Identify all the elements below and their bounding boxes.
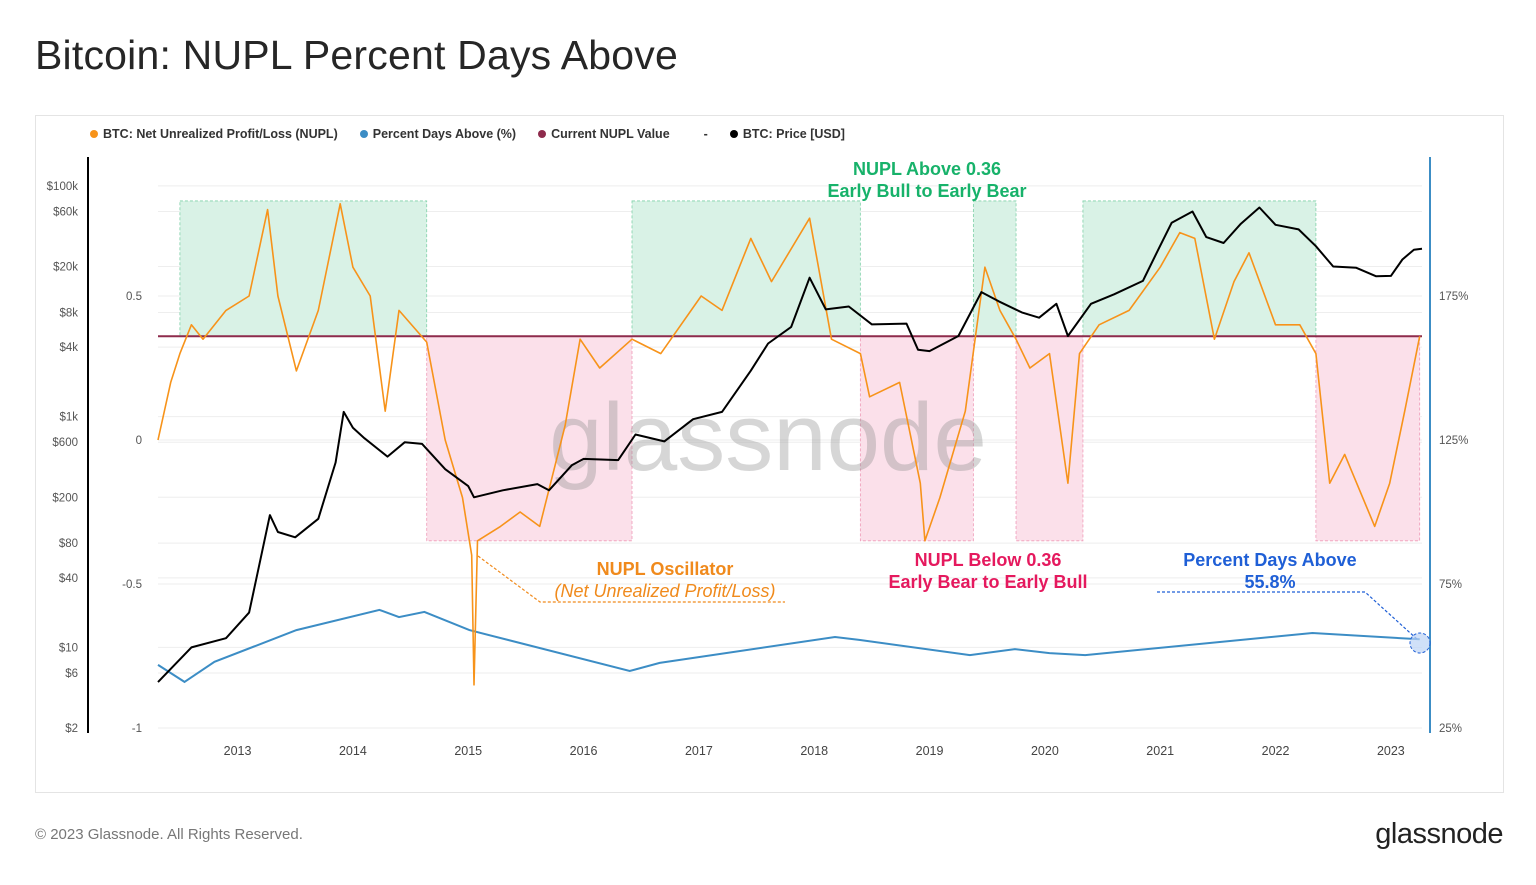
price-tick-label: $8k: [59, 307, 78, 319]
price-tick-label: $200: [52, 492, 78, 504]
watermark: glassnode: [549, 384, 987, 491]
legend-label: Percent Days Above (%): [372, 127, 517, 141]
legend-label: BTC: Net Unrealized Profit/Loss (NUPL): [103, 127, 338, 141]
region-above: [179, 200, 428, 337]
legend-label: Current NUPL Value: [551, 127, 670, 141]
year-tick-label: 2017: [685, 744, 713, 758]
legend-label: -: [703, 127, 708, 141]
legend-dot-icon: [359, 130, 368, 138]
year-tick-label: 2014: [339, 744, 367, 758]
year-tick-label: 2016: [570, 744, 598, 758]
region-below: [426, 335, 633, 542]
legend-dot-icon: [538, 130, 547, 138]
price-tick-label: $6: [65, 668, 78, 680]
price-tick-label: $60k: [53, 206, 78, 218]
nupl-tick-label: 0.5: [126, 291, 142, 303]
price-tick-label: $100k: [47, 181, 79, 193]
year-tick-label: 2018: [800, 744, 828, 758]
glassnode-logo[interactable]: glassnode: [1375, 818, 1503, 850]
nupl-tick-label: -1: [132, 723, 142, 735]
price-tick-label: $1k: [59, 412, 78, 424]
percent-tick-label: 25%: [1439, 723, 1462, 735]
region-above: [631, 200, 861, 337]
percent-tick-label: 75%: [1439, 579, 1462, 591]
price-tick-label: $80: [59, 538, 78, 550]
legend-item-nupl[interactable]: BTC: Net Unrealized Profit/Loss (NUPL): [90, 127, 338, 141]
year-tick-label: 2019: [916, 744, 944, 758]
legend-item-percent-days-above[interactable]: Percent Days Above (%): [359, 127, 517, 141]
year-tick-label: 2013: [224, 744, 252, 758]
oscillator-connector: [477, 555, 785, 603]
year-tick-label: 2021: [1146, 744, 1174, 758]
annotation-below-subtitle: Early Bear to Early Bull: [888, 572, 1087, 592]
series-percent-days-above: [157, 608, 1420, 684]
year-tick-label: 2020: [1031, 744, 1059, 758]
annotation-above-title: NUPL Above 0.36: [853, 159, 1001, 179]
annotation-oscillator-title: NUPL Oscillator: [597, 559, 734, 579]
year-tick-label: 2015: [454, 744, 482, 758]
price-tick-label: $10: [59, 642, 78, 654]
percent-tick-label: 175%: [1439, 291, 1468, 303]
chart-card: [35, 115, 1504, 793]
legend-item-dash[interactable]: -: [704, 127, 708, 141]
legend-dot-icon: [90, 130, 98, 138]
percent-tick-label: 125%: [1439, 435, 1468, 447]
region-below: [859, 335, 974, 542]
legend-label: BTC: Price [USD]: [742, 127, 845, 141]
legend-item-btc-price[interactable]: BTC: Price [USD]: [729, 127, 845, 141]
year-tick-label: 2022: [1262, 744, 1290, 758]
annotation-pda-value: 55.8%: [1244, 572, 1295, 592]
nupl-tick-label: 0: [136, 435, 142, 447]
price-tick-label: $20k: [53, 262, 78, 274]
price-tick-label: $4k: [59, 342, 78, 354]
region-above: [972, 200, 1017, 337]
legend-item-current-nupl[interactable]: Current NUPL Value: [538, 127, 670, 141]
price-tick-label: $2: [65, 723, 78, 735]
series-nupl: [157, 203, 1421, 686]
annotation-oscillator-subtitle: (Net Unrealized Profit/Loss): [554, 581, 775, 601]
pda-connector: [1157, 591, 1419, 641]
shaded-regions: [179, 200, 1421, 542]
region-below: [1015, 335, 1084, 542]
annotation-above-subtitle: Early Bull to Early Bear: [827, 181, 1026, 201]
annotation-pda-title: Percent Days Above: [1183, 550, 1356, 570]
series-btc-price: [157, 206, 1423, 683]
copyright: © 2023 Glassnode. All Rights Reserved.: [35, 826, 303, 843]
annotation-below-title: NUPL Below 0.36: [915, 550, 1062, 570]
axes: $100k $60k $20k $8k $4k $1k $600 $200 $80 $40 $10 $…: [47, 157, 1468, 758]
year-tick-label: 2023: [1377, 744, 1405, 758]
nupl-tick-label: -0.5: [122, 579, 142, 591]
price-tick-label: $600: [52, 437, 78, 449]
series-lines: [157, 203, 1423, 686]
page-title: Bitcoin: NUPL Percent Days Above: [35, 32, 678, 78]
pda-highlight-circle: [1409, 632, 1431, 654]
price-tick-label: $40: [59, 573, 78, 585]
chart-legend: BTC: Net Unrealized Profit/Loss (NUPL) P…: [90, 127, 845, 141]
legend-dot-icon: [729, 130, 738, 138]
region-below: [1315, 335, 1421, 542]
